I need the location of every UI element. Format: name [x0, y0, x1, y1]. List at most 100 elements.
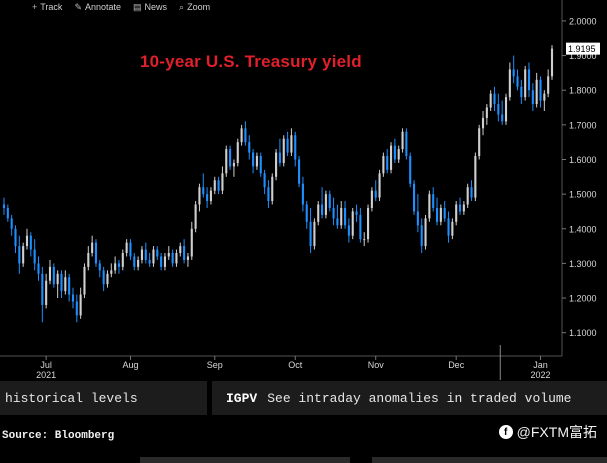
candle-body [75, 301, 78, 316]
candle-body [129, 242, 132, 257]
candle-body [493, 93, 496, 105]
candle-body [60, 273, 63, 292]
candle-body [547, 76, 550, 94]
candle-body [286, 138, 289, 153]
candle-body [160, 256, 163, 267]
candle-body [41, 273, 44, 305]
candle-body [229, 149, 232, 167]
historical-levels-link[interactable]: historical levels [0, 381, 207, 415]
pencil-icon: ✎ [74, 1, 82, 12]
candle-body [45, 280, 48, 305]
candle-body [344, 207, 347, 226]
candle-body [516, 76, 519, 87]
candle-body [443, 207, 446, 219]
candle-body [447, 218, 450, 236]
y-tick-label: 1.3000 [569, 259, 597, 269]
candle-body [171, 253, 174, 264]
candle-body [48, 266, 52, 281]
candle-body [133, 256, 136, 267]
candle-body [232, 162, 235, 167]
candle-body [2, 204, 6, 208]
y-tick-label: 2.0000 [569, 16, 597, 26]
candle-body [152, 249, 155, 264]
candle-body [10, 218, 13, 229]
candle-body [98, 263, 101, 271]
candle-body [148, 259, 151, 264]
candle-body [324, 194, 327, 215]
candle-body [64, 277, 67, 292]
last-value-box [566, 42, 600, 55]
x-tick-label: Jul [40, 360, 52, 370]
candle-body [94, 242, 98, 264]
bottom-scroll-track [140, 457, 607, 463]
candle-body [194, 204, 197, 229]
candle-body [167, 253, 170, 257]
candle-body [550, 48, 554, 77]
candle-body [37, 263, 40, 274]
candle-body [175, 253, 178, 264]
candle-body [462, 204, 465, 212]
candle-body [18, 246, 21, 264]
candle-body [359, 214, 362, 240]
candle-body [83, 266, 86, 295]
candle-body [497, 104, 500, 115]
candle-body [236, 142, 239, 163]
annotate-button[interactable]: ✎ Annotate [74, 2, 121, 13]
candle-body [240, 128, 243, 143]
zoom-button[interactable]: ⌕ Zoom [179, 2, 210, 13]
candle-body [25, 235, 29, 247]
candle-body [374, 190, 377, 198]
track-label: Track [40, 2, 63, 12]
candle-body [535, 79, 538, 105]
candle-body [183, 246, 186, 260]
candle-body [179, 246, 182, 254]
candle-body [474, 156, 477, 198]
x-tick-label: Oct [288, 360, 303, 370]
function-strip: historical levels IGPV See intraday anom… [0, 381, 607, 417]
chart-title: 10-year U.S. Treasury yield [140, 52, 362, 71]
track-button[interactable]: + Track [32, 2, 62, 12]
candle-body [485, 107, 488, 118]
candle-body [370, 190, 373, 208]
candle-body [87, 253, 90, 267]
x-tick-label: Nov [368, 360, 385, 370]
candle-body [225, 149, 228, 174]
candle-body [367, 207, 370, 240]
bottom-segment [372, 457, 607, 463]
y-tick-label: 1.5000 [569, 190, 597, 200]
y-tick-label: 1.7000 [569, 120, 597, 130]
candle-body [424, 218, 427, 247]
candle-body [420, 225, 423, 247]
candle-body [451, 221, 454, 236]
candle-body [336, 218, 339, 226]
candle-body [501, 114, 504, 122]
price-chart[interactable]: 2.0000 1.9000 1.8000 1.7000 1.6000 1.5000 1.40… [0, 0, 607, 380]
candle-body [309, 221, 312, 247]
candle-body [332, 207, 335, 219]
x-tick-label: Sep [207, 360, 223, 370]
candle-body [401, 131, 404, 150]
igpv-description: See intraday anomalies in traded volume [267, 390, 572, 406]
candle-body [275, 152, 278, 177]
candle-body [432, 194, 435, 208]
news-button[interactable]: ▤ News [133, 2, 167, 13]
candle-body [363, 239, 366, 241]
candle-body [263, 173, 266, 188]
candle-body [512, 69, 515, 77]
candle-body [198, 187, 201, 205]
y-tick-label: 1.9000 [569, 51, 597, 61]
candle-body [416, 211, 419, 226]
candle-body [393, 145, 396, 160]
candle-body [117, 263, 121, 267]
candle-body [163, 256, 167, 267]
candle-body [478, 128, 481, 157]
candle-body [56, 273, 59, 285]
igpv-link[interactable]: IGPV See intraday anomalies in traded vo… [212, 381, 607, 415]
candle-body [409, 156, 412, 184]
candle-body [6, 207, 9, 219]
candle-body [217, 180, 220, 191]
candle-body [278, 152, 281, 163]
x-tick-label: Jan [533, 360, 548, 370]
candle-body [386, 156, 389, 170]
candle-body [14, 228, 17, 247]
